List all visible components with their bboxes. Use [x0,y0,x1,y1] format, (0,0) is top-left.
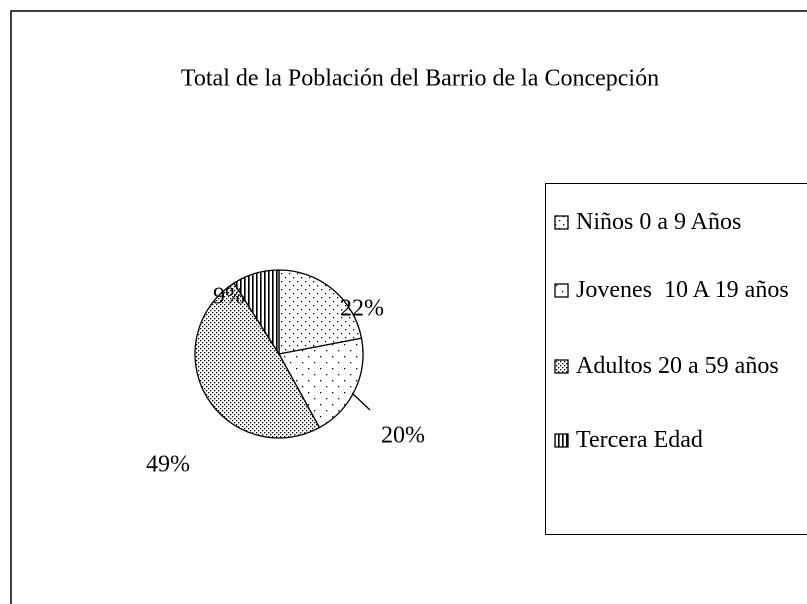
data-label: 49% [146,452,190,478]
legend-item: Niños 0 a 9 Años [554,203,804,241]
leader-line [351,392,371,411]
pie-slice [194,282,321,439]
legend-swatch-box [554,359,569,374]
legend-label: Adultos 20 a 59 años [576,353,779,379]
legend-swatch [554,215,569,230]
pie-slice [278,269,363,355]
data-label: 20% [381,423,425,449]
legend-label: Niños 0 a 9 Años [576,209,742,235]
legend-swatch-box [554,433,569,448]
data-label: 9% [213,284,245,310]
legend-swatch [554,283,569,298]
chart-title: Total de la Población del Barrio de la C… [181,66,659,92]
legend-label: Jovenes 10 A 19 años [576,277,789,303]
legend-item: Tercera Edad [554,421,804,459]
pie-slice [277,337,364,429]
legend-item: Jovenes 10 A 19 años [554,271,804,309]
legend: Niños 0 a 9 Años Jovenes 10 A 19 años Adul… [545,183,807,535]
legend-label: Tercera Edad [576,427,703,453]
legend-swatch-box [554,283,569,298]
data-label: 22% [340,296,384,322]
legend-item: Adultos 20 a 59 años [554,347,804,385]
pie-slice [233,269,280,357]
legend-swatch [554,433,569,448]
legend-swatch-box [554,215,569,230]
legend-swatch [554,359,569,374]
